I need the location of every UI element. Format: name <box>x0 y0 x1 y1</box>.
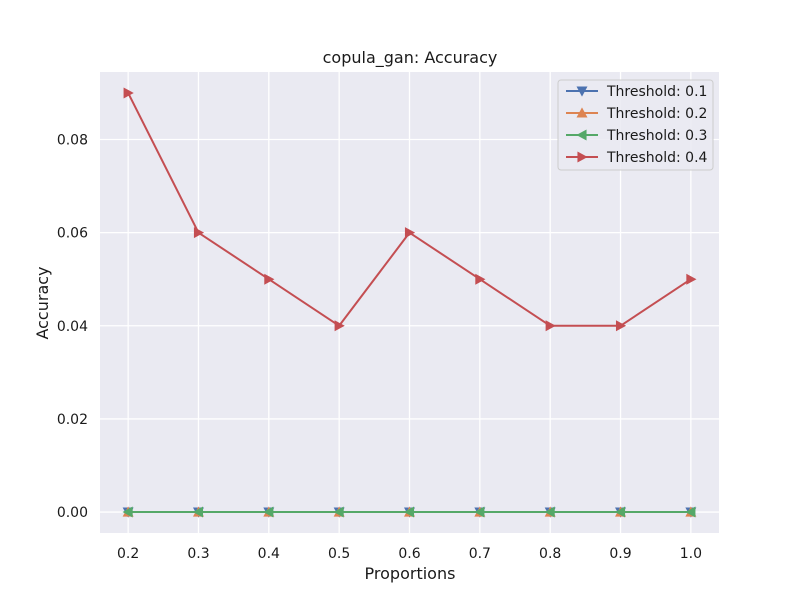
x-tick-label: 0.9 <box>609 546 631 562</box>
series-group <box>122 506 696 518</box>
legend-label: Threshold: 0.3 <box>606 128 707 144</box>
series-group <box>123 87 697 332</box>
data-point <box>686 273 697 285</box>
data-series <box>122 87 697 518</box>
legend-box <box>557 79 714 171</box>
data-point <box>193 227 205 239</box>
y-tick-label: 0.02 <box>57 412 88 428</box>
data-point <box>474 506 485 518</box>
legend-marker <box>576 86 588 97</box>
y-tick-label: 0.08 <box>57 133 88 149</box>
data-point <box>545 320 556 332</box>
legend-item: Threshold: 0.4 <box>566 150 708 166</box>
data-point <box>403 506 415 518</box>
y-tick-label: 0.04 <box>57 319 88 335</box>
y-tick-label: 0.06 <box>57 226 88 242</box>
x-axis-label: Proportions <box>365 564 456 583</box>
data-point <box>264 273 275 285</box>
x-tick-label: 1.0 <box>680 546 702 562</box>
x-tick-label: 0.7 <box>469 546 491 562</box>
x-tick-label: 0.4 <box>258 546 280 562</box>
x-tick-label: 0.6 <box>398 546 420 562</box>
data-point <box>404 227 416 239</box>
legend-item: Threshold: 0.1 <box>566 84 707 100</box>
data-point <box>615 320 627 332</box>
data-point <box>122 506 133 518</box>
data-point <box>614 506 626 518</box>
data-point <box>685 506 696 518</box>
data-point <box>544 506 555 518</box>
data-point <box>333 506 344 518</box>
legend-label: Threshold: 0.2 <box>606 106 707 122</box>
tick-labels: 0.2 0.3 0.4 0.5 0.6 0.7 0.8 0.9 1.0 0.00 0.02 0.04 0… <box>57 133 702 562</box>
data-point <box>192 506 204 518</box>
x-tick-label: 0.8 <box>539 546 561 562</box>
legend: Threshold: 0.1 Threshold: 0.2 Threshold: 0… <box>557 79 714 171</box>
data-point <box>475 273 486 285</box>
y-tick-label: 0.00 <box>57 505 88 521</box>
x-tick-label: 0.2 <box>117 546 139 562</box>
data-point <box>334 320 345 332</box>
data-point <box>123 87 134 99</box>
chart-title: copula_gan: Accuracy <box>323 48 498 68</box>
legend-marker <box>577 151 588 163</box>
y-axis-label: Accuracy <box>33 266 52 339</box>
x-tick-label: 0.3 <box>187 546 209 562</box>
legend-item: Threshold: 0.3 <box>566 128 707 144</box>
x-tick-label: 0.5 <box>328 546 350 562</box>
legend-marker <box>576 129 587 141</box>
legend-label: Threshold: 0.1 <box>606 84 707 100</box>
data-point <box>263 506 274 518</box>
legend-item: Threshold: 0.2 <box>566 106 707 122</box>
legend-label: Threshold: 0.4 <box>606 150 708 166</box>
legend-marker <box>576 107 588 118</box>
